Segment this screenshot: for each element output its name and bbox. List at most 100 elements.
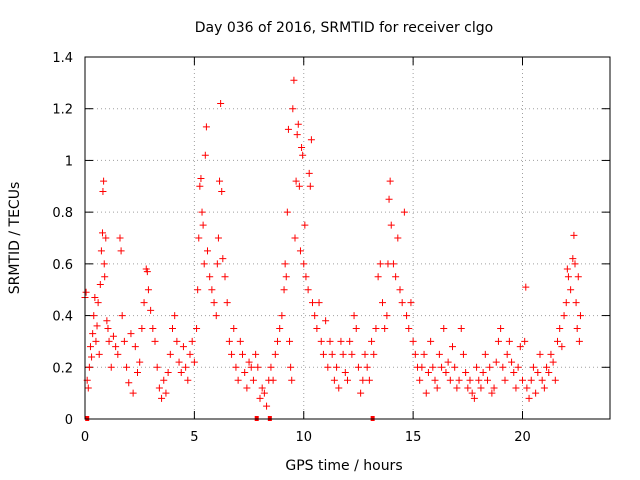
data-point — [468, 389, 476, 397]
y-tick-label: 1.4 — [52, 51, 73, 66]
data-point — [324, 363, 332, 371]
data-point — [216, 177, 224, 185]
data-point — [549, 358, 557, 366]
data-point — [184, 376, 192, 384]
data-point — [280, 286, 288, 294]
data-point — [564, 273, 572, 281]
data-points — [81, 76, 584, 410]
data-point — [99, 187, 107, 195]
data-point — [523, 384, 531, 392]
data-point — [197, 175, 205, 183]
data-point — [194, 286, 202, 294]
axis-ticks: 0 0.2 0.4 0.6 0.8 1 1.2 1.4 0 5 10 15 20 — [52, 51, 610, 445]
y-tick-label: 0.6 — [52, 258, 73, 273]
data-point — [169, 325, 176, 332]
data-point — [350, 312, 358, 320]
data-point — [424, 368, 432, 376]
data-point — [368, 337, 376, 345]
data-point — [372, 325, 380, 332]
data-point — [160, 376, 168, 384]
data-point — [571, 260, 579, 268]
data-point — [354, 363, 362, 371]
data-point — [499, 363, 507, 371]
data-point — [411, 350, 419, 358]
data-point — [352, 325, 360, 332]
data-point — [239, 350, 246, 358]
data-point — [204, 247, 211, 255]
data-point — [477, 384, 485, 392]
data-point — [431, 376, 439, 384]
data-point — [311, 312, 319, 320]
data-point — [282, 273, 290, 281]
data-point — [365, 376, 373, 384]
data-point — [543, 363, 551, 371]
data-point — [525, 394, 533, 402]
data-point — [403, 312, 411, 320]
data-point — [256, 394, 264, 402]
data-point — [179, 343, 187, 351]
data-point — [514, 363, 522, 371]
data-point — [398, 299, 406, 307]
data-point — [271, 350, 279, 358]
data-point — [94, 299, 102, 307]
data-point — [171, 312, 179, 320]
data-point — [281, 260, 289, 268]
data-point — [442, 368, 450, 376]
data-point — [252, 350, 260, 358]
data-point — [385, 195, 393, 203]
x-tick-label: 10 — [295, 430, 312, 445]
data-point — [213, 260, 221, 268]
data-point — [302, 273, 310, 281]
y-tick-label: 0 — [65, 413, 73, 428]
data-point — [379, 299, 386, 307]
data-point — [567, 286, 575, 294]
data-point — [105, 337, 113, 345]
data-point — [344, 376, 351, 384]
data-point — [260, 389, 268, 397]
data-point — [422, 389, 430, 397]
data-point — [107, 363, 115, 371]
data-point — [92, 337, 100, 345]
data-point — [486, 363, 494, 371]
data-point — [230, 325, 238, 332]
data-point — [138, 325, 146, 332]
data-point — [309, 299, 316, 307]
data-point — [484, 376, 491, 384]
data-point — [299, 151, 307, 159]
data-point — [295, 182, 303, 190]
data-point — [335, 384, 343, 392]
data-point — [97, 247, 105, 255]
data-point — [85, 363, 93, 371]
data-point — [219, 255, 227, 263]
data-point — [96, 281, 104, 289]
data-point — [492, 358, 500, 366]
data-point — [162, 389, 170, 397]
data-point — [563, 265, 571, 273]
data-point — [289, 105, 297, 113]
data-point — [294, 120, 302, 128]
data-point — [195, 234, 203, 242]
data-point — [534, 368, 542, 376]
data-point — [186, 350, 194, 358]
data-point — [149, 325, 157, 332]
data-point — [234, 376, 242, 384]
data-point — [473, 363, 481, 371]
data-point — [512, 384, 520, 392]
data-point — [446, 376, 454, 384]
data-point — [190, 358, 198, 366]
y-tick-label: 0.8 — [52, 206, 73, 221]
data-point — [117, 247, 125, 255]
y-tick-label: 0.4 — [52, 310, 73, 325]
data-point — [201, 151, 209, 159]
data-point — [143, 268, 151, 276]
data-point — [516, 343, 524, 351]
data-point — [102, 234, 110, 242]
data-point — [127, 330, 135, 338]
data-point — [462, 368, 470, 376]
data-point — [449, 343, 456, 351]
data-point — [136, 358, 144, 366]
data-point — [387, 221, 395, 229]
data-point — [418, 363, 426, 371]
data-point — [322, 317, 330, 325]
data-point — [225, 337, 233, 345]
